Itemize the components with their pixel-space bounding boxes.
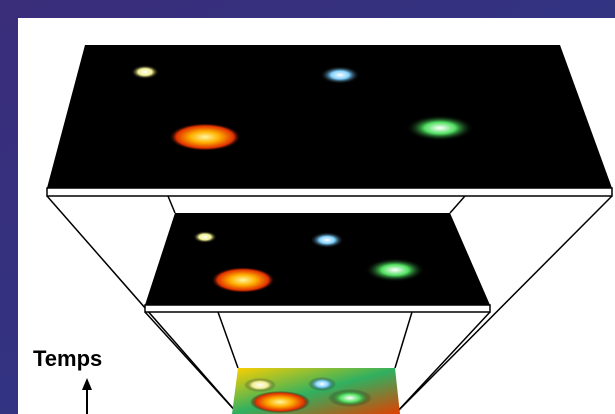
cone-lines bbox=[46, 195, 613, 414]
layer-present bbox=[46, 45, 613, 197]
time-arrow bbox=[82, 378, 92, 414]
time-label: Temps bbox=[33, 346, 102, 371]
layer-past bbox=[144, 213, 491, 313]
layer-early bbox=[232, 368, 400, 414]
